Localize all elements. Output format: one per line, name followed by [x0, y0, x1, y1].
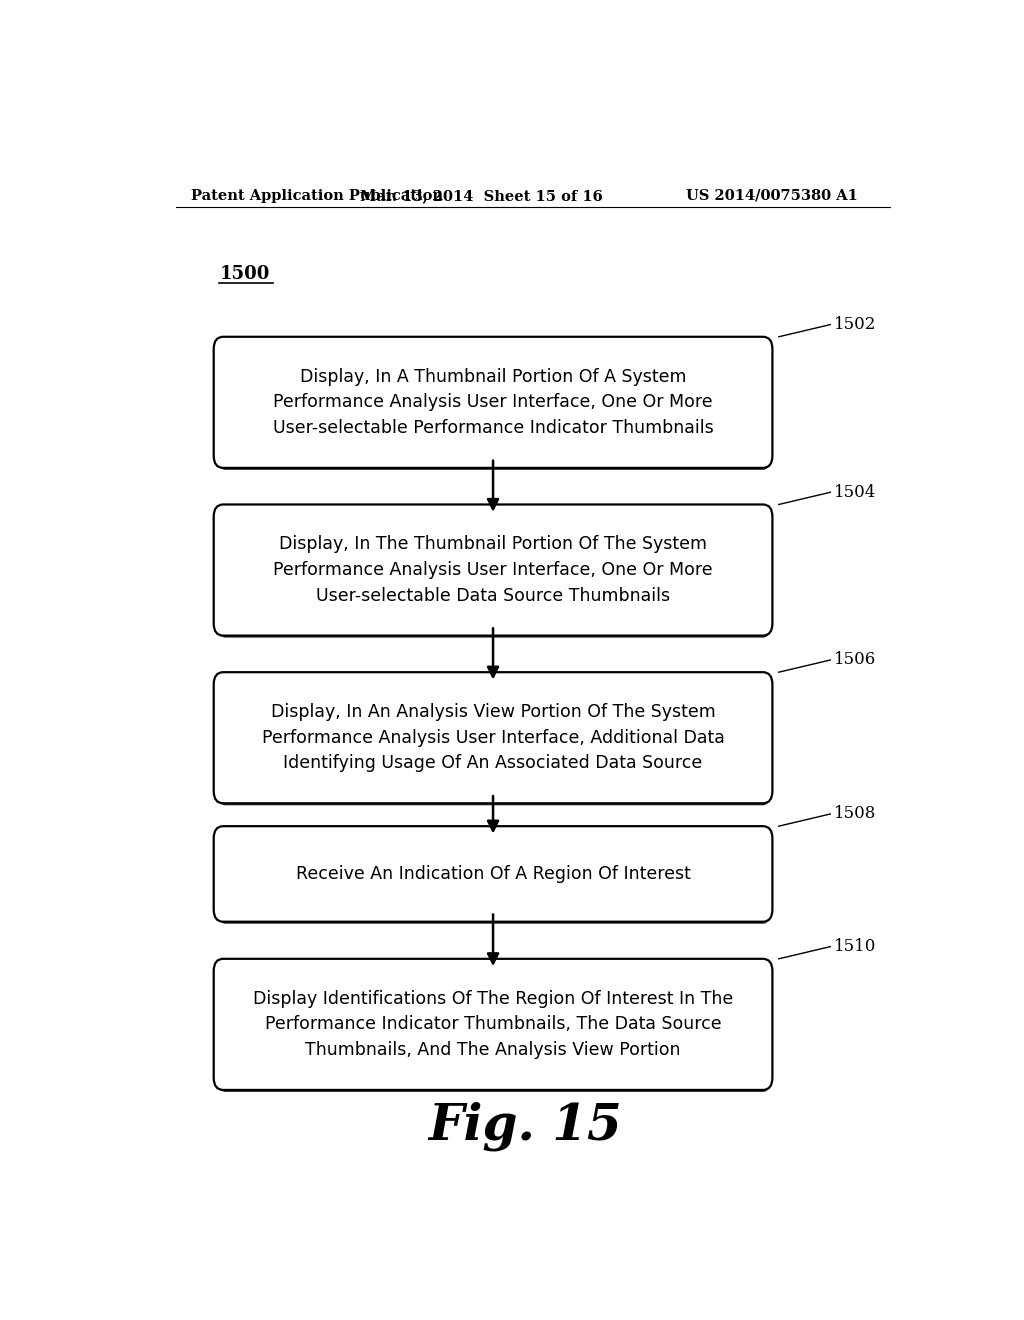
- FancyBboxPatch shape: [219, 968, 769, 1092]
- FancyBboxPatch shape: [219, 680, 769, 805]
- Text: 1504: 1504: [835, 484, 877, 500]
- Text: Receive An Indication Of A Region Of Interest: Receive An Indication Of A Region Of Int…: [296, 865, 690, 883]
- FancyBboxPatch shape: [214, 504, 772, 636]
- Text: 1510: 1510: [835, 939, 877, 956]
- FancyBboxPatch shape: [219, 834, 769, 924]
- Text: Fig. 15: Fig. 15: [428, 1101, 622, 1151]
- Text: Display, In The Thumbnail Portion Of The System
Performance Analysis User Interf: Display, In The Thumbnail Portion Of The…: [273, 536, 713, 605]
- FancyBboxPatch shape: [219, 512, 769, 638]
- Text: US 2014/0075380 A1: US 2014/0075380 A1: [686, 189, 858, 203]
- FancyBboxPatch shape: [214, 337, 772, 467]
- Text: 1500: 1500: [219, 265, 269, 282]
- FancyBboxPatch shape: [214, 672, 772, 804]
- FancyBboxPatch shape: [214, 826, 772, 921]
- FancyBboxPatch shape: [214, 958, 772, 1090]
- Text: 1506: 1506: [835, 652, 877, 668]
- Text: Display Identifications Of The Region Of Interest In The
Performance Indicator T: Display Identifications Of The Region Of…: [253, 990, 733, 1059]
- Text: 1508: 1508: [835, 805, 877, 822]
- FancyBboxPatch shape: [219, 345, 769, 470]
- Text: Display, In A Thumbnail Portion Of A System
Performance Analysis User Interface,: Display, In A Thumbnail Portion Of A Sys…: [272, 368, 714, 437]
- Text: 1502: 1502: [835, 315, 877, 333]
- Text: Mar. 13, 2014  Sheet 15 of 16: Mar. 13, 2014 Sheet 15 of 16: [359, 189, 602, 203]
- Text: Patent Application Publication: Patent Application Publication: [191, 189, 443, 203]
- Text: Display, In An Analysis View Portion Of The System
Performance Analysis User Int: Display, In An Analysis View Portion Of …: [261, 704, 725, 772]
